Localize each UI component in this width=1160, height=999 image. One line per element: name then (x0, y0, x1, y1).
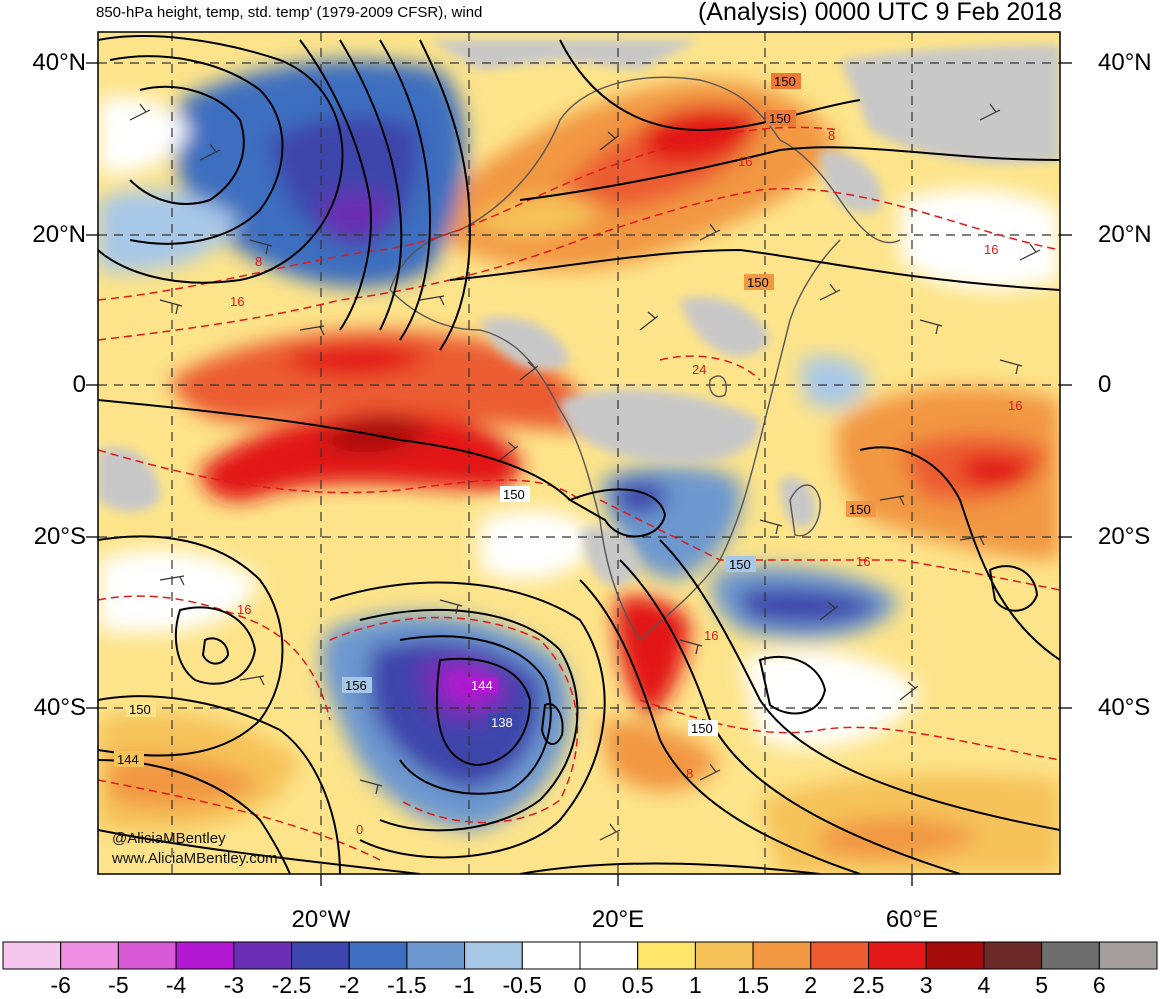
map-frame (97, 31, 1061, 875)
temp-label: 16 (237, 602, 251, 617)
temp-label: 8 (255, 254, 262, 269)
colorbar-label: -2.5 (271, 972, 312, 998)
colorbar-swatch (175, 941, 235, 970)
colorbar-label: -3 (223, 972, 245, 998)
height-label: 150 (503, 487, 525, 502)
temp-label: 16 (856, 554, 870, 569)
lon-label: 20°W (291, 906, 351, 933)
temp-label: 16 (984, 242, 998, 257)
colorbar-label: -0.5 (502, 972, 543, 998)
height-label: 144 (117, 752, 139, 767)
height-label: 150 (129, 702, 151, 717)
colorbar-swatch (1098, 941, 1158, 970)
lat-label-left: 20°S (33, 523, 86, 550)
height-label: 156 (345, 678, 367, 693)
height-label: 150 (747, 275, 769, 290)
colorbar-label: 2 (804, 972, 818, 998)
colorbar-label: -6 (50, 972, 71, 998)
colorbar-swatch (579, 941, 639, 970)
colorbar-label: 3 (919, 972, 933, 998)
map-ticks (86, 62, 1072, 886)
chart-title: 850-hPa height, temp, std. temp' (1979-2… (96, 4, 483, 21)
colorbar-swatch (2, 941, 62, 970)
colorbar-label: 0.5 (621, 972, 654, 998)
colorbar-swatch (983, 941, 1043, 970)
temp-label: 8 (686, 766, 693, 781)
temp-label: 0 (356, 822, 363, 837)
colorbar-label: 4 (977, 972, 991, 998)
lat-label-right: 40°S (1098, 694, 1151, 721)
lat-label-right: 40°N (1098, 49, 1152, 76)
colorbar-label: -1.5 (387, 972, 427, 998)
colorbar-swatch (925, 941, 985, 970)
temperature-contours (98, 126, 1060, 861)
land-mask (98, 40, 1060, 587)
height-label: 150 (729, 557, 751, 572)
height-contours (98, 35, 1060, 874)
wind-barbs (129, 103, 1041, 841)
lat-label-left: 20°N (32, 221, 86, 248)
temp-label: 24 (692, 362, 706, 377)
colorbar-swatch (60, 941, 119, 970)
lon-label: 20°E (591, 906, 645, 933)
colorbar-label: -1 (454, 972, 475, 998)
coastlines (389, 76, 901, 641)
lat-label-right: 20°S (1098, 523, 1151, 550)
colorbar-swatch (694, 941, 754, 970)
colorbar-label: -2 (338, 972, 360, 998)
credit-twitter: @AliciaMBentley (112, 830, 226, 847)
lon-label: 60°E (885, 906, 939, 933)
colorbar-swatch (464, 941, 523, 970)
colorbar-swatch (521, 941, 581, 970)
colorbar-swatch (233, 941, 293, 970)
height-label: 144 (471, 678, 493, 693)
lat-label-right: 20°N (1098, 221, 1152, 248)
colorbar-label: 2.5 (852, 972, 885, 998)
temp-label: 16 (704, 628, 718, 643)
height-label: 150 (691, 721, 713, 736)
height-label: 150 (774, 74, 796, 89)
colorbar-swatch (810, 941, 869, 970)
height-label: 150 (769, 111, 791, 126)
colorbar-label: 1 (688, 972, 702, 998)
colorbar-swatch (117, 941, 177, 970)
lat-label-left: 40°S (33, 694, 86, 721)
colorbar-swatch (406, 941, 466, 970)
height-label: 138 (491, 715, 513, 730)
height-label: 150 (849, 502, 871, 517)
colorbar-swatch (637, 941, 696, 970)
colorbar (2, 941, 1158, 970)
lat-label-left: 40°N (32, 49, 86, 76)
colorbar-label: -4 (165, 972, 187, 998)
colorbar-swatch (291, 941, 350, 970)
colorbar-label: 6 (1092, 972, 1106, 998)
contour-labels: 150 150 150 150 150 150 150 156 150 144 … (114, 73, 1022, 837)
temp-label: 16 (1008, 398, 1022, 413)
lat-label-right: 0 (1098, 371, 1112, 398)
temp-label: 8 (828, 128, 835, 143)
analysis-time-title: (Analysis) 0000 UTC 9 Feb 2018 (697, 0, 1062, 26)
colorbar-label: 0 (573, 972, 587, 998)
temp-label: 16 (738, 154, 752, 169)
temperature-anomaly-shading (98, 60, 1060, 874)
colorbar-swatch (1041, 941, 1100, 970)
colorbar-swatch (752, 941, 812, 970)
colorbar-label: 5 (1035, 972, 1048, 998)
temp-label: 16 (230, 294, 244, 309)
colorbar-swatch (868, 941, 927, 970)
colorbar-label: 1.5 (737, 972, 770, 998)
colorbar-swatch (348, 941, 408, 970)
colorbar-label: -5 (108, 972, 129, 998)
lat-label-left: 0 (72, 371, 86, 398)
credit-website: www.AliciaMBentley.com (112, 850, 278, 867)
